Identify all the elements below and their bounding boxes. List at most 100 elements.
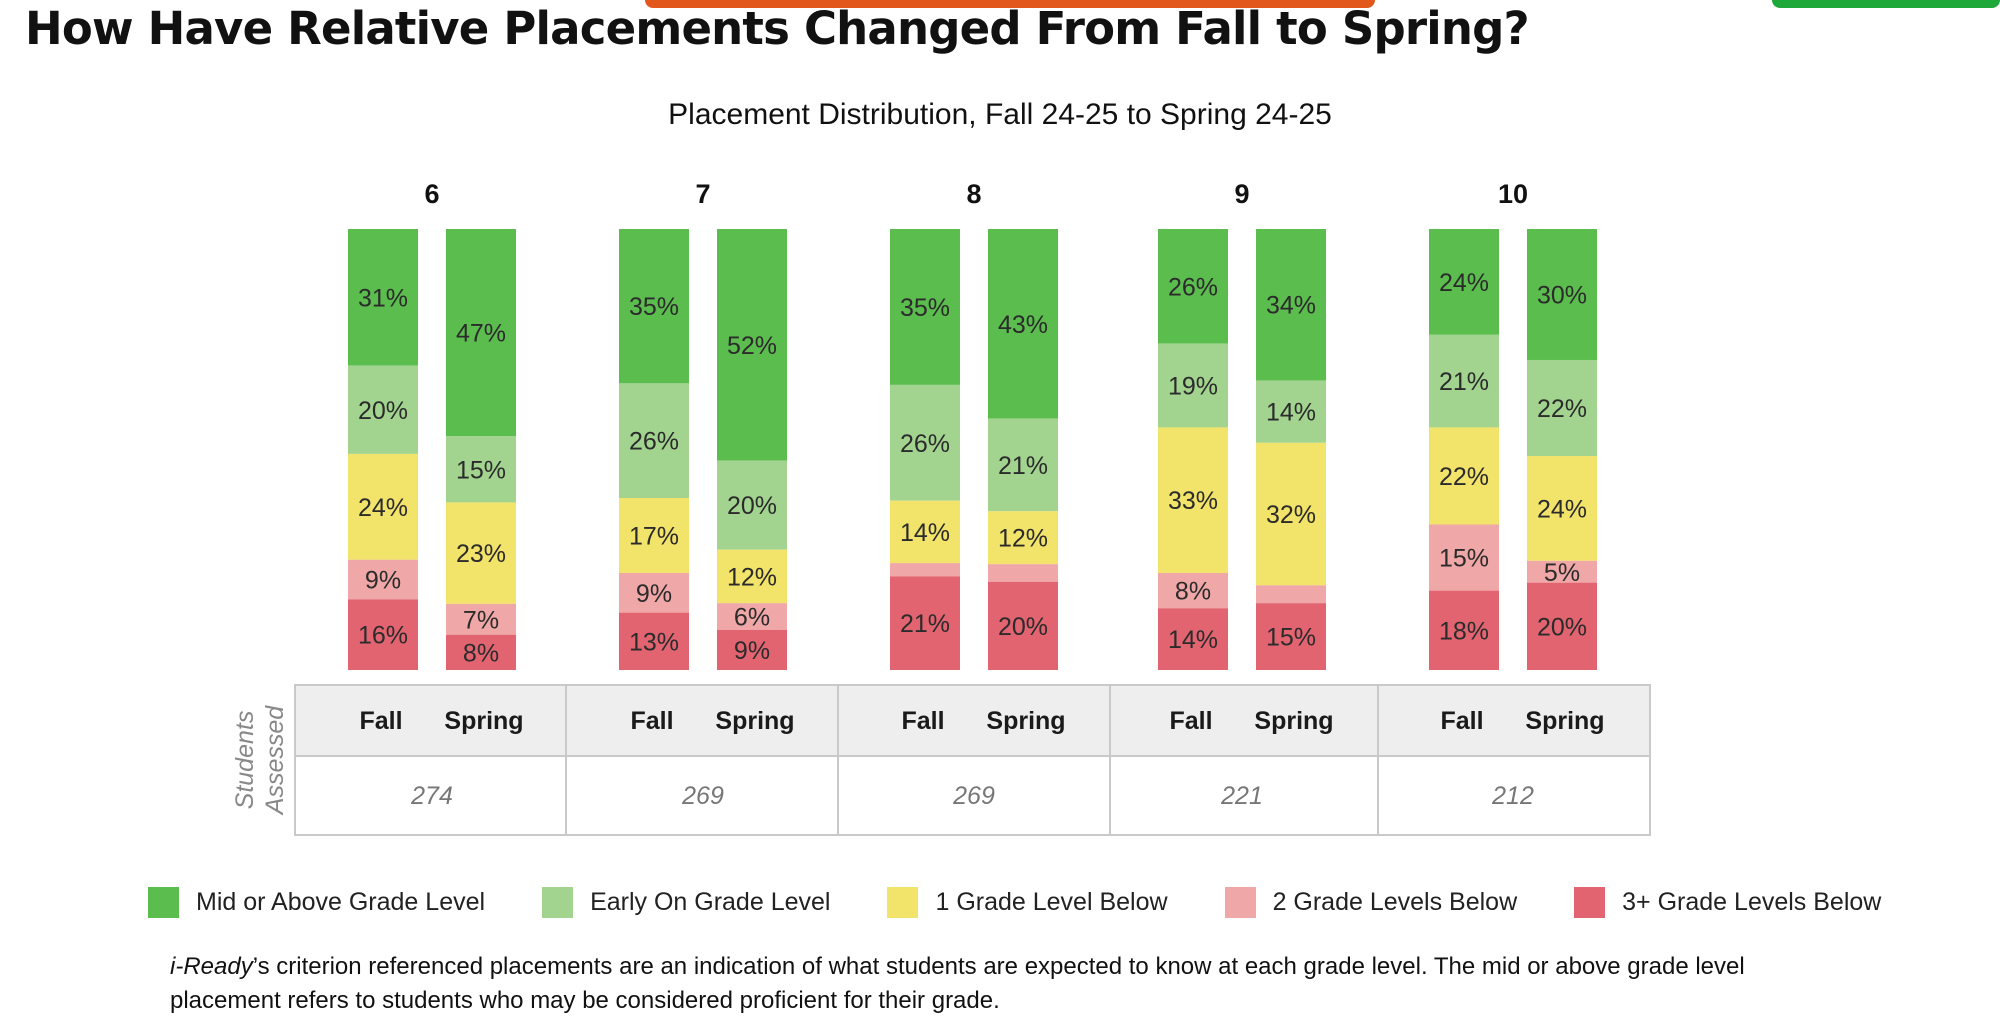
data-label-grade6-spring-s1: 15% — [456, 456, 506, 484]
data-label-grade7-spring-s0: 52% — [727, 332, 777, 360]
legend-label: Mid or Above Grade Level — [196, 887, 486, 916]
data-label-grade7-spring-s3: 6% — [734, 604, 770, 632]
data-label-grade10-spring-s2: 24% — [1537, 495, 1587, 523]
bar-segment-grade6-fall-s0 — [348, 229, 418, 366]
bar-segment-grade9-fall-s4 — [1158, 608, 1228, 670]
legend-item-3: 1 Grade Level Below — [887, 886, 1168, 918]
students-assessed-grade7: 269 — [681, 782, 724, 810]
legend-label: 1 Grade Level Below — [935, 887, 1168, 916]
bar-segment-grade7-spring-s0 — [717, 229, 787, 461]
legend-swatch — [1224, 886, 1256, 918]
bar-segment-grade9-spring-s4 — [1256, 603, 1326, 670]
legend-swatch — [887, 886, 919, 918]
data-label-grade9-fall-s0: 26% — [1168, 273, 1218, 301]
data-label-grade9-spring-s2: 32% — [1266, 501, 1316, 529]
data-label-grade9-fall-s1: 19% — [1168, 373, 1218, 401]
bar-segment-grade6-fall-s2 — [348, 453, 418, 560]
bar-segment-grade6-spring-s4 — [446, 634, 516, 670]
legend-label: 3+ Grade Levels Below — [1622, 887, 1882, 916]
table-header-grade7-fall: Fall — [630, 707, 673, 735]
bar-segment-grade6-fall-s3 — [348, 559, 418, 600]
data-label-grade8-spring-s2: 12% — [998, 525, 1048, 553]
data-label-grade8-spring-s0: 43% — [998, 311, 1048, 339]
data-label-grade7-fall-s2: 17% — [629, 522, 679, 550]
table-header-grade10-fall: Fall — [1440, 707, 1483, 735]
data-label-grade10-spring-s1: 22% — [1537, 395, 1587, 423]
data-label-grade7-spring-s4: 9% — [734, 637, 770, 665]
bar-segment-grade8-fall-s0 — [890, 229, 960, 385]
data-label-grade6-fall-s2: 24% — [358, 494, 408, 522]
data-label-grade7-spring-s1: 20% — [727, 492, 777, 520]
grade-label-7: 7 — [695, 179, 710, 209]
bar-segment-grade10-spring-s4 — [1527, 582, 1597, 670]
bar-segment-grade9-spring-s2 — [1256, 442, 1326, 586]
grade-label-8: 8 — [966, 179, 981, 209]
footnote-brand: i-Ready — [170, 953, 253, 980]
bar-segment-grade6-spring-s3 — [446, 603, 516, 635]
footnote: i-Ready’s criterion referenced placement… — [170, 950, 1830, 1018]
bar-segment-grade8-spring-s4 — [988, 581, 1058, 670]
bar-segment-grade7-spring-s4 — [717, 629, 787, 670]
table-header-grade9-spring: Spring — [1254, 707, 1333, 735]
bar-segment-grade7-spring-s1 — [717, 460, 787, 550]
data-label-grade9-fall-s2: 33% — [1168, 487, 1218, 515]
data-label-grade10-fall-s1: 21% — [1439, 368, 1489, 396]
top-accent-bar-green — [1772, 0, 2000, 8]
data-label-grade6-fall-s0: 31% — [358, 284, 408, 312]
data-label-grade7-fall-s4: 13% — [629, 628, 679, 656]
students-assessed-grade6: 274 — [410, 782, 453, 810]
bar-segment-grade9-fall-s2 — [1158, 427, 1228, 573]
data-label-grade8-spring-s1: 21% — [998, 452, 1048, 480]
page-title: How Have Relative Placements Changed Fro… — [25, 2, 1530, 55]
data-label-grade7-fall-s3: 9% — [636, 580, 672, 608]
bar-segment-grade6-spring-s2 — [446, 502, 516, 604]
data-label-grade6-fall-s4: 16% — [358, 622, 408, 650]
data-label-grade6-spring-s0: 47% — [456, 320, 506, 348]
data-label-grade6-spring-s3: 7% — [463, 606, 499, 634]
legend: Mid or Above Grade Level Early On Grade L… — [148, 882, 1881, 922]
data-label-grade8-fall-s4: 21% — [900, 610, 950, 638]
bar-segment-grade6-spring-s0 — [446, 229, 516, 437]
bar-segment-grade8-spring-s2 — [988, 511, 1058, 565]
data-label-grade7-spring-s2: 12% — [727, 563, 777, 591]
table-header-grade7-spring: Spring — [715, 707, 794, 735]
grade-label-9: 9 — [1234, 179, 1249, 209]
placement-chart: 6 7 8 9 10 31% 20% 24% 9% 16% 47% 15% 23% 7% 8% 35% 26% 1… — [231, 179, 1651, 836]
bar-segment-grade7-fall-s0 — [619, 229, 689, 384]
bar-segment-grade6-fall-s1 — [348, 365, 418, 454]
bar-segment-grade7-fall-s2 — [619, 498, 689, 573]
bar-segment-grade7-fall-s4 — [619, 612, 689, 670]
bar-segment-grade8-spring-s3 — [988, 564, 1058, 582]
data-label-grade6-spring-s4: 8% — [463, 639, 499, 667]
table-header-grade8-spring: Spring — [986, 707, 1065, 735]
bar-segment-grade6-spring-s1 — [446, 436, 516, 503]
legend-item-1: Mid or Above Grade Level — [148, 886, 486, 918]
bar-segment-grade9-fall-s3 — [1158, 572, 1228, 609]
bar-segment-grade8-spring-s0 — [988, 229, 1058, 419]
data-label-grade8-fall-s1: 26% — [900, 430, 950, 458]
legend-item-4: 2 Grade Levels Below — [1224, 886, 1518, 918]
data-label-grade6-fall-s3: 9% — [365, 567, 401, 595]
bar-segment-grade9-fall-s1 — [1158, 343, 1228, 428]
bar-segment-grade9-spring-s0 — [1256, 229, 1326, 381]
legend-swatch — [1574, 886, 1606, 918]
legend-item-2: Early On Grade Level — [542, 886, 831, 918]
bar-segment-grade10-fall-s3 — [1429, 524, 1499, 591]
legend-label: 2 Grade Levels Below — [1272, 887, 1518, 916]
data-label-grade9-spring-s1: 14% — [1266, 399, 1316, 427]
data-label-grade9-fall-s3: 8% — [1175, 578, 1211, 606]
bar-segment-grade6-fall-s4 — [348, 599, 418, 670]
bar-segment-grade10-spring-s2 — [1527, 456, 1597, 561]
bar-segment-grade8-spring-s1 — [988, 418, 1058, 512]
bar-segment-grade7-spring-s3 — [717, 603, 787, 630]
data-label-grade10-spring-s0: 30% — [1537, 281, 1587, 309]
students-assessed-grade10: 212 — [1491, 782, 1534, 810]
data-label-grade6-spring-s2: 23% — [456, 540, 506, 568]
table-header-row — [295, 685, 1650, 756]
data-label-grade9-spring-s4: 15% — [1266, 624, 1316, 652]
legend-label: Early On Grade Level — [590, 887, 831, 916]
data-label-grade8-spring-s4: 20% — [998, 613, 1048, 641]
table-header-grade6-spring: Spring — [444, 707, 523, 735]
bar-segment-grade9-spring-s3 — [1256, 585, 1326, 604]
data-label-grade8-fall-s2: 14% — [900, 519, 950, 547]
